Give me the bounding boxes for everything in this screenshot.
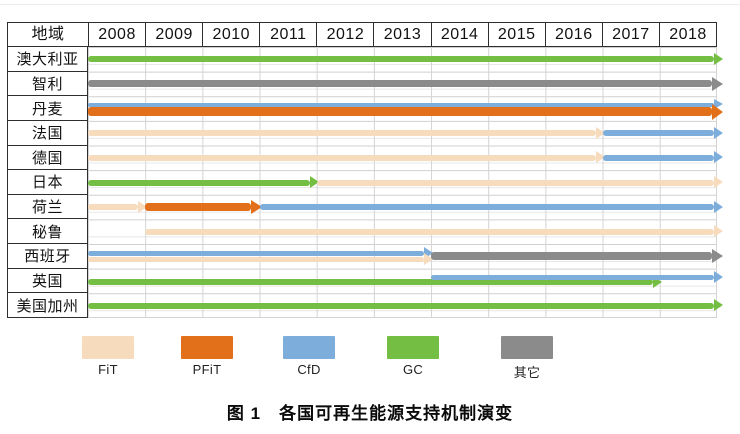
year-header-2010: 2010 (202, 23, 259, 46)
segment-arrowhead-CfD (714, 151, 723, 164)
segment-GC (88, 302, 714, 309)
legend-label-CfD: CfD (297, 362, 321, 377)
header-row: 地域 2008 2009 2010 2011 2012 2013 2014 2015 2016 2… (7, 22, 717, 47)
region-label: 西班牙 (8, 244, 87, 269)
region-label: 秘鲁 (8, 219, 87, 244)
region-label: 荷兰 (8, 195, 87, 220)
legend-item-CfD: CfD (283, 336, 335, 377)
legend-label-GC: GC (402, 362, 424, 377)
region-header-cell: 地域 (31, 25, 65, 43)
year-header-2017: 2017 (601, 23, 659, 46)
segment-FiT (88, 154, 596, 161)
region-label: 澳大利亚 (8, 47, 87, 72)
region-label: 美国加州 (8, 293, 87, 318)
region-column: 澳大利亚 智利 丹麦 法国 德国 日本 荷兰 秘鲁 西班牙 英国 美国加州 (7, 47, 88, 318)
year-header-2015: 2015 (487, 23, 545, 46)
segment-arrowhead-GC (309, 176, 319, 188)
segment-CfD (431, 274, 714, 280)
legend-label-FiT: FiT (98, 362, 118, 377)
segment-arrowhead-CfD (714, 200, 723, 213)
segment-PFiT (88, 107, 712, 117)
segment-CfD (88, 250, 425, 256)
legend-item-other: 其它 (501, 336, 553, 381)
year-header-2016: 2016 (544, 23, 602, 46)
segment-FiT (88, 130, 596, 137)
region-label: 智利 (8, 72, 87, 97)
segment-CfD (88, 102, 714, 107)
segment-FiT (88, 256, 425, 262)
legend-item-FiT: FiT (82, 336, 134, 377)
year-header-2013: 2013 (373, 23, 430, 46)
region-label: 法国 (8, 121, 87, 146)
segment-PFiT (145, 203, 251, 212)
region-label: 德国 (8, 146, 87, 171)
segment-arrowhead-FiT (138, 200, 148, 213)
segment-other (88, 80, 712, 88)
legend-swatch-CfD (283, 336, 335, 359)
year-header-2011: 2011 (259, 23, 316, 46)
segment-arrowhead-FiT (595, 126, 605, 139)
year-header-2008: 2008 (88, 23, 145, 46)
year-header-2012: 2012 (316, 23, 373, 46)
legend-swatch-FiT (82, 336, 134, 359)
timeline-table: 地域 2008 2009 2010 2011 2012 2013 2014 2015 2016 2… (7, 22, 723, 318)
region-label: 日本 (8, 170, 87, 195)
legend-label-other: 其它 (513, 365, 541, 380)
legend: FiT PFiT CfD GC 其它 (0, 336, 740, 384)
segment-GC (88, 56, 714, 63)
segment-GC (88, 279, 653, 286)
segment-FiT (88, 204, 139, 211)
year-header-2014: 2014 (430, 23, 488, 46)
segment-CfD (602, 130, 714, 137)
year-header-2018: 2018 (658, 23, 716, 46)
segment-arrowhead-GC (714, 52, 723, 65)
segment-arrowhead-other (712, 76, 723, 91)
segment-FiT (316, 179, 714, 186)
plot-area (88, 47, 723, 318)
legend-swatch-other (501, 336, 553, 359)
segment-arrowhead-PFiT (712, 103, 723, 120)
top-divider (0, 4, 740, 5)
legend-swatch-GC (387, 336, 439, 359)
segment-arrowhead-PFiT (250, 199, 262, 214)
segment-CfD (259, 204, 714, 211)
segment-arrowhead-FiT (714, 176, 723, 188)
legend-item-GC: GC (387, 336, 439, 377)
region-label: 英国 (8, 269, 87, 294)
segment-arrowhead-FiT (595, 151, 605, 164)
segment-arrowhead-FiT (424, 253, 434, 266)
year-header-2009: 2009 (145, 23, 202, 46)
legend-swatch-PFiT (181, 336, 233, 359)
segment-other (431, 252, 712, 261)
segment-arrowhead-FiT (714, 225, 723, 238)
segment-arrowhead-GC (652, 275, 662, 288)
segment-FiT (145, 228, 714, 235)
segment-arrowhead-CfD (714, 271, 723, 284)
figure-caption: 图 1 各国可再生能源支持机制演变 (226, 404, 514, 423)
legend-item-PFiT: PFiT (181, 336, 233, 377)
segment-arrowhead-GC (714, 299, 723, 312)
legend-label-PFiT: PFiT (192, 362, 222, 377)
segment-arrowhead-other (712, 248, 723, 263)
segment-arrowhead-CfD (714, 126, 723, 139)
segment-GC (88, 179, 310, 186)
segment-CfD (602, 154, 714, 161)
region-label: 丹麦 (8, 96, 87, 121)
